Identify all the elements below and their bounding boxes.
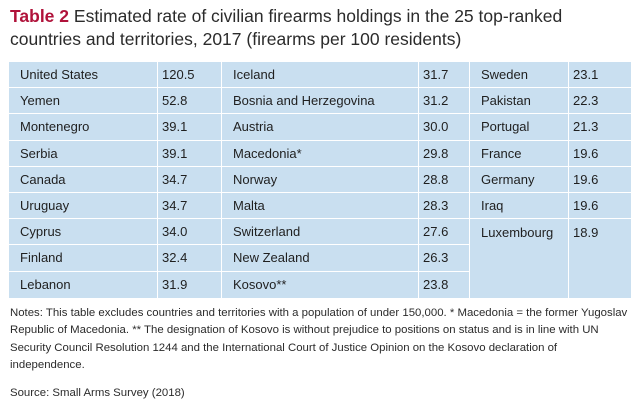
firearms-rate: 19.6 [573, 145, 599, 161]
firearms-rate: 26.3 [423, 250, 449, 266]
firearms-table: United States 120.5 Yemen 52.8 Montenegro 39.… [9, 62, 631, 298]
table-row: Macedonia* 29.8 [222, 141, 469, 167]
table-row: Malta 28.3 [222, 193, 469, 220]
table-column-3: Sweden 23.1 Pakistan 22.3 Portugal 21.3 France… [469, 62, 631, 298]
country-name: New Zealand [233, 250, 310, 266]
firearms-rate: 34.7 [162, 171, 188, 187]
firearms-rate: 52.8 [162, 93, 188, 109]
table-caption: Estimated rate of civilian firearms hold… [10, 6, 563, 49]
country-name: Switzerland [233, 224, 301, 240]
firearms-rate: 19.6 [573, 198, 599, 214]
firearms-rate: 28.3 [423, 198, 449, 214]
table-number: Table 2 [10, 6, 70, 26]
table-row: Canada 34.7 [9, 167, 221, 193]
firearms-rate: 19.6 [573, 171, 599, 187]
table-row: France 19.6 [470, 141, 631, 167]
country-name: France [481, 145, 522, 161]
firearms-rate: 31.7 [423, 67, 449, 83]
table-column-2: Iceland 31.7 Bosnia and Herzegovina 31.2 Aus… [221, 62, 469, 298]
firearms-rate: 34.7 [162, 198, 188, 214]
firearms-rate: 28.8 [423, 171, 449, 187]
country-name: Germany [481, 171, 535, 187]
country-name: Cyprus [20, 224, 62, 240]
firearms-rate: 21.3 [573, 119, 599, 135]
table-column-1: United States 120.5 Yemen 52.8 Montenegro 39.… [9, 62, 221, 298]
table-row: Kosovo** 23.8 [222, 272, 469, 298]
country-name: Lebanon [20, 277, 71, 293]
country-name: Serbia [20, 145, 58, 161]
table-row: United States 120.5 [9, 62, 221, 89]
country-name: Uruguay [20, 198, 70, 214]
table-row: Sweden 23.1 [470, 62, 631, 89]
country-name: Iceland [233, 67, 275, 83]
firearms-rate: 39.1 [162, 145, 188, 161]
firearms-rate: 18.9 [573, 224, 599, 240]
column-divider [418, 62, 419, 298]
firearms-rate: 120.5 [162, 67, 195, 83]
country-name: Norway [233, 171, 278, 187]
table-row: Norway 28.8 [222, 167, 469, 193]
country-name: Canada [20, 171, 66, 187]
table-row: Yemen 52.8 [9, 88, 221, 115]
table-row: Portugal 21.3 [470, 114, 631, 141]
country-name: Sweden [481, 67, 528, 83]
country-name: Pakistan [481, 93, 531, 109]
table-row: Germany 19.6 [470, 167, 631, 193]
firearms-rate: 27.6 [423, 224, 449, 240]
table-notes: Notes: This table excludes countries and… [10, 307, 628, 371]
firearms-rate: 30.0 [423, 119, 449, 135]
country-name: Bosnia and Herzegovina [233, 93, 375, 109]
country-name: Macedonia* [233, 145, 302, 161]
table-row: Luxembourg 18.9 [470, 219, 631, 245]
table-row: Uruguay 34.7 [9, 193, 221, 220]
country-name: Iraq [481, 198, 504, 214]
firearms-rate: 31.2 [423, 93, 449, 109]
table-row: Iceland 31.7 [222, 62, 469, 89]
firearms-rate: 29.8 [423, 145, 449, 161]
table-row: Austria 30.0 [222, 114, 469, 141]
firearms-rate: 39.1 [162, 119, 188, 135]
table-source: Source: Small Arms Survey (2018) [10, 387, 185, 399]
table-row: Finland 32.4 [9, 245, 221, 272]
country-name: United States [20, 67, 99, 83]
firearms-rate: 34.0 [162, 224, 188, 240]
table-row: Pakistan 22.3 [470, 88, 631, 115]
country-name: Kosovo** [233, 277, 287, 293]
firearms-rate: 23.8 [423, 277, 449, 293]
table-row: Lebanon 31.9 [9, 272, 221, 298]
country-name: Montenegro [20, 119, 90, 135]
firearms-rate: 22.3 [573, 93, 599, 109]
firearms-rate: 23.1 [573, 67, 599, 83]
country-name: Luxembourg [481, 224, 554, 240]
table-row: Iraq 19.6 [470, 193, 631, 220]
table-row: New Zealand 26.3 [222, 245, 469, 272]
table-row: Serbia 39.1 [9, 141, 221, 167]
table-row: Bosnia and Herzegovina 31.2 [222, 88, 469, 115]
table-row: Switzerland 27.6 [222, 219, 469, 246]
column-divider [568, 62, 569, 298]
firearms-rate: 32.4 [162, 250, 188, 266]
country-name: Yemen [20, 93, 60, 109]
firearms-rate: 31.9 [162, 277, 188, 293]
table-row: Cyprus 34.0 [9, 219, 221, 246]
country-name: Austria [233, 119, 274, 135]
country-name: Portugal [481, 119, 530, 135]
country-name: Malta [233, 198, 265, 214]
country-name: Finland [20, 250, 63, 266]
table-row: Montenegro 39.1 [9, 114, 221, 141]
column-divider [157, 62, 158, 298]
table-title: Table 2 Estimated rate of civilian firea… [10, 5, 630, 51]
